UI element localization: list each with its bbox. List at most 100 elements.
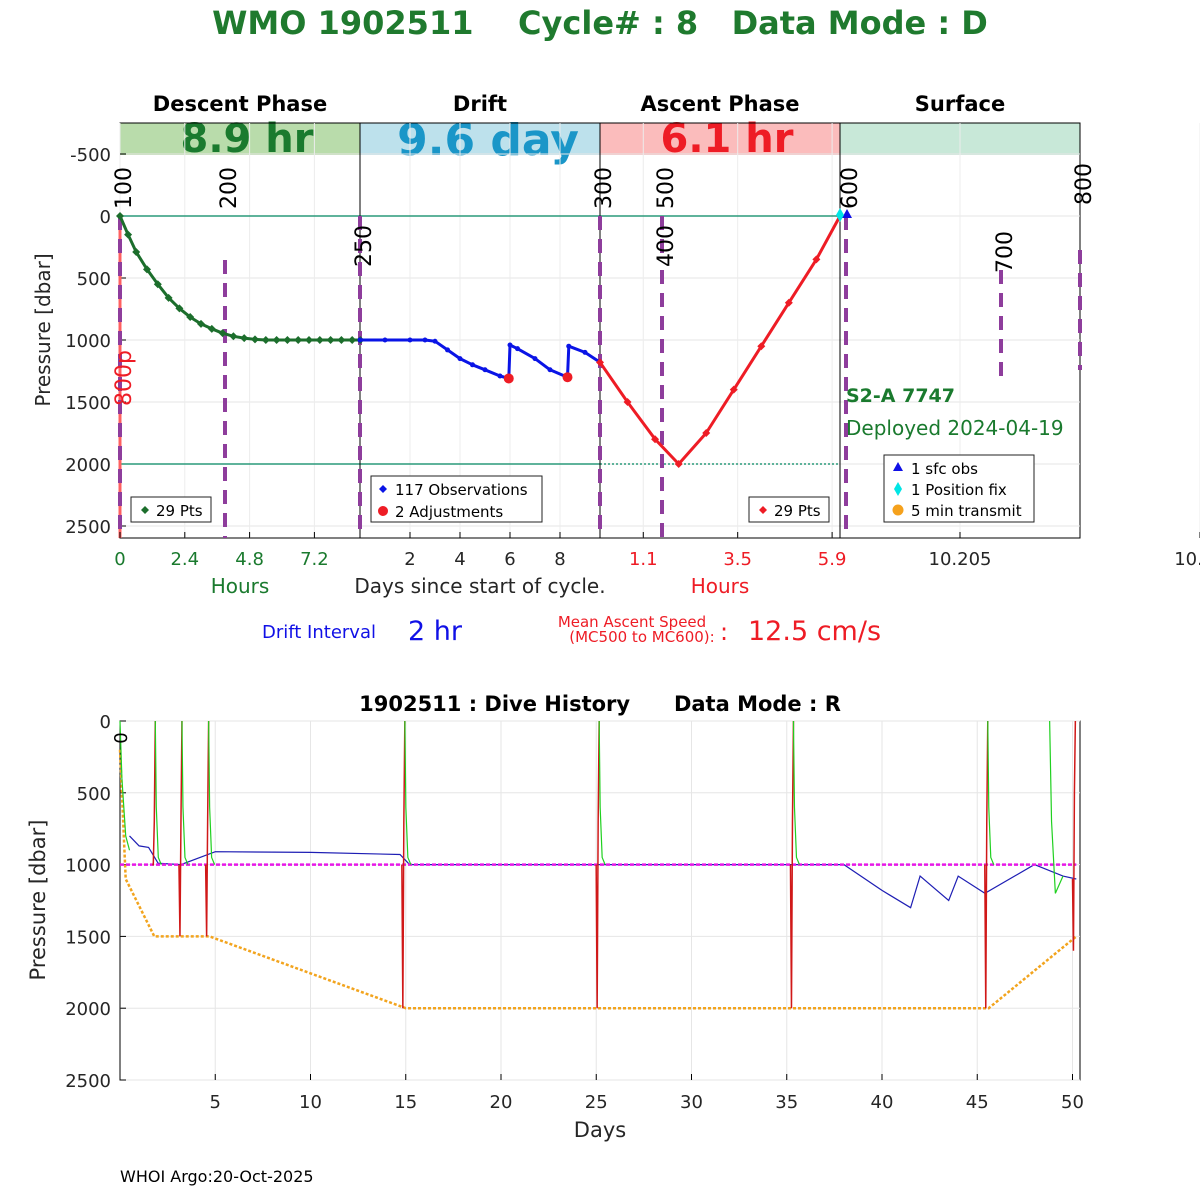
drift-point xyxy=(566,343,572,349)
y-tick-label: 1000 xyxy=(65,856,111,877)
top-y-label: Pressure [dbar] xyxy=(31,253,55,406)
legend-sfc-obs-text: 1 sfc obs xyxy=(911,460,978,478)
top-series xyxy=(116,208,852,468)
drift-legend: 117 Observations 2 Adjustments xyxy=(370,475,543,523)
surface-phase-name: Surface xyxy=(915,92,1005,116)
mission-cycle-label: 200 xyxy=(217,167,242,209)
ascent-spike xyxy=(1071,720,1077,951)
legend-diamond-marker xyxy=(759,506,767,514)
ascent-point xyxy=(674,460,683,468)
descent-spike xyxy=(119,720,131,851)
ascent-spike xyxy=(178,720,183,937)
bottom-title: 1902511 : Dive History Data Mode : R xyxy=(359,692,841,716)
drift-point xyxy=(582,349,588,355)
drift-point xyxy=(532,356,538,362)
x-tick-label: 7.2 xyxy=(300,549,329,570)
drift-line xyxy=(360,338,601,380)
x-tick-label: 30 xyxy=(680,1092,703,1113)
mission-cycle-markers: 100 200 250 300 400 500 600 700 800 xyxy=(112,163,1097,538)
bottom-x-label: Days xyxy=(574,1118,626,1142)
drift-point xyxy=(470,362,475,368)
descent-x-label: Hours xyxy=(211,574,270,598)
drift-x-label: Days since start of cycle. xyxy=(354,574,605,598)
drift-point xyxy=(497,373,503,379)
descent-point xyxy=(348,336,357,344)
ascent-spike xyxy=(401,720,406,1009)
footer-credit: WHOI Argo:20-Oct-2025 xyxy=(120,1167,314,1186)
drift-point xyxy=(507,342,513,348)
descent-spike xyxy=(792,720,801,865)
drift-point xyxy=(515,346,520,352)
descent-point xyxy=(132,247,141,256)
descent-spike xyxy=(154,720,162,865)
descent-point xyxy=(315,336,324,344)
ascent-speed-label: Mean Ascent Speed xyxy=(558,613,706,631)
descent-point xyxy=(337,336,346,344)
x-tick-label: 8 xyxy=(554,549,565,570)
x-tick-label: 15 xyxy=(394,1092,417,1113)
top-y-ticks: -500 0 500 1000 1500 2000 2500 xyxy=(65,145,126,538)
ascent-point xyxy=(702,429,711,437)
x-tick-label: 3.5 xyxy=(723,549,752,570)
legend-box xyxy=(370,475,543,523)
drift-adjustment-point xyxy=(503,373,514,384)
descent-point xyxy=(272,336,281,344)
mission-cycle-label: 700 xyxy=(993,231,1018,273)
x-tick-label: 10.205 xyxy=(929,549,992,570)
drift-interval-value: 2 hr xyxy=(408,616,463,647)
ascent-spike xyxy=(204,720,210,937)
bottom-ticks: 0 500 1000 1500 2000 2500 5 10 15 20 25 30 35 40 45 50 xyxy=(65,712,1084,1113)
mission-cycle-label: 100 xyxy=(112,167,137,209)
drift-point xyxy=(357,337,363,343)
descent-phase-name: Descent Phase xyxy=(153,92,327,116)
descent-point xyxy=(261,336,270,344)
bottom-start-label: 0 xyxy=(111,732,132,743)
x-tick-label: 10 xyxy=(299,1092,322,1113)
legend-adjustment-marker xyxy=(378,506,388,516)
descent-point xyxy=(164,293,173,302)
y-tick-label: 1000 xyxy=(65,331,111,352)
descent-point xyxy=(116,212,124,220)
mission-cycle-label: 500 xyxy=(654,167,679,209)
figure-title: WMO 1902511 Cycle# : 8 Data Mode : D xyxy=(212,4,988,42)
mission-cycle-label: 300 xyxy=(592,167,617,209)
drift-point xyxy=(407,337,413,343)
descent-point xyxy=(251,335,259,344)
descent-point xyxy=(229,332,238,341)
park-pressure-label: 800p xyxy=(112,350,137,406)
descent-spike xyxy=(404,720,412,865)
ascent-spike xyxy=(595,720,600,1009)
descent-point xyxy=(153,280,162,289)
descent-spike xyxy=(987,720,995,865)
descent-legend: 29 Pts xyxy=(130,496,212,523)
y-tick-label: 1500 xyxy=(65,927,111,948)
ascent-point xyxy=(784,298,793,307)
descent-spike xyxy=(208,720,216,865)
profile-target-line xyxy=(118,749,1078,1010)
descent-spike xyxy=(1049,720,1064,894)
legend-observations-text: 117 Observations xyxy=(395,481,528,499)
ascent-point xyxy=(596,358,604,367)
ascent-speed-sublabel: (MC500 to MC600): xyxy=(569,628,714,646)
legend-position-text: 1 Position fix xyxy=(911,481,1007,499)
x-tick-label: 0 xyxy=(114,549,125,570)
descent-point xyxy=(143,265,151,274)
ascent-phase-bar xyxy=(600,123,840,155)
x-tick-label: 40 xyxy=(871,1092,894,1113)
y-tick-label: 0 xyxy=(100,712,111,733)
ascent-spike xyxy=(789,720,795,1009)
legend-sfc-obs-marker xyxy=(893,462,903,471)
surface-legend: 1 sfc obs 1 Position fix 5 min transmit xyxy=(883,454,1035,523)
drift-point xyxy=(457,356,463,362)
y-tick-label: 500 xyxy=(77,784,111,805)
x-tick-label: 20 xyxy=(490,1092,513,1113)
ascent-line xyxy=(598,215,842,466)
ascent-speed-value: 12.5 cm/s xyxy=(748,616,881,647)
ascent-x-label: Hours xyxy=(691,574,750,598)
x-tick-label: 25 xyxy=(585,1092,608,1113)
descent-point xyxy=(218,329,227,338)
bottom-series xyxy=(118,720,1078,1010)
ascent-point xyxy=(623,398,632,406)
